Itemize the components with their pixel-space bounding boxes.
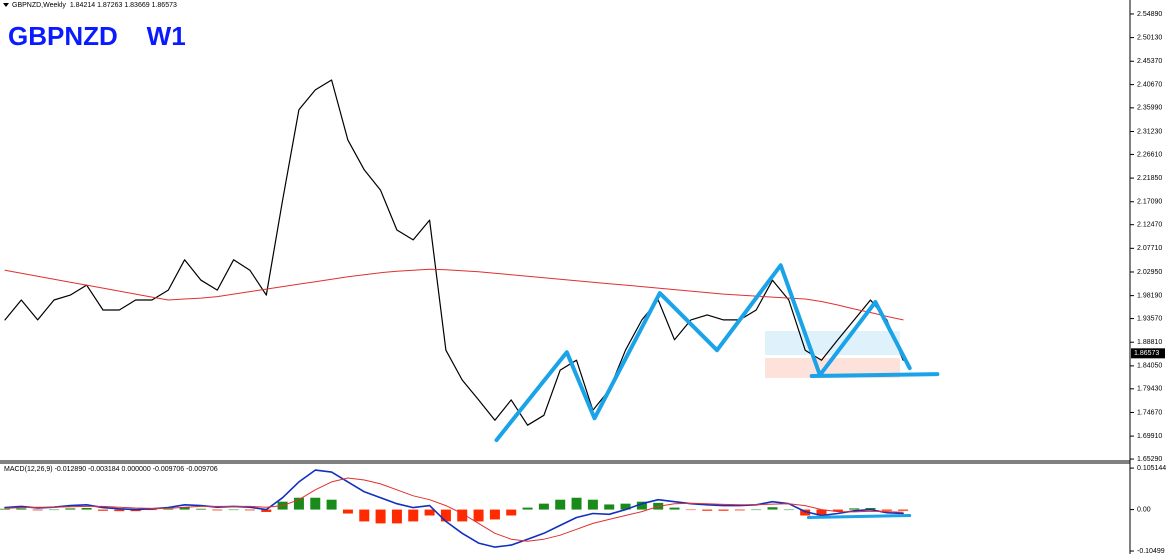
price-label: 1.86573 — [1134, 350, 1159, 357]
histogram-bar — [669, 507, 680, 510]
histogram-bar — [751, 509, 762, 511]
series-line — [806, 514, 912, 519]
histogram-bar — [849, 508, 860, 510]
histogram-bar — [342, 509, 353, 514]
chart-title: GBPNZD W1 — [8, 21, 186, 51]
y-tick-label: 2.50130 — [1137, 34, 1162, 41]
histogram-bar — [832, 509, 843, 512]
histogram-bar — [587, 499, 598, 510]
series-line — [494, 263, 912, 443]
y-tick-label: 2.07710 — [1137, 245, 1162, 252]
histogram-bar — [114, 509, 125, 512]
y-tick-label: 1.74670 — [1137, 409, 1162, 416]
y-tick-label: 1.93570 — [1137, 315, 1162, 322]
y-tick-label: 2.26610 — [1137, 151, 1162, 158]
histogram-bar — [457, 509, 468, 522]
histogram-bar — [326, 499, 337, 510]
zone-blue — [765, 331, 900, 355]
y-tick-label: 2.35990 — [1137, 105, 1162, 112]
histogram-bar — [604, 504, 615, 510]
histogram-bar — [146, 509, 157, 511]
series-line — [4, 79, 904, 426]
histogram-bar — [97, 509, 108, 511]
histogram-bar — [800, 509, 811, 516]
histogram-bar — [718, 509, 729, 511]
menu-arrow — [3, 3, 9, 7]
histogram-bar — [359, 509, 370, 522]
y-tick-label: 2.40670 — [1137, 81, 1162, 88]
histogram-bar — [685, 509, 696, 511]
histogram-bar — [212, 509, 223, 511]
y-tick-label: 2.31230 — [1137, 128, 1162, 135]
y-tick-label: 1.98190 — [1137, 292, 1162, 299]
y-tick-label: 2.54890 — [1137, 11, 1162, 18]
y-tick-label: 1.79430 — [1137, 386, 1162, 393]
series-line — [4, 268, 904, 321]
histogram-bar — [522, 507, 533, 510]
histogram-bar — [620, 503, 631, 510]
y-tick-label: 2.21850 — [1137, 175, 1162, 182]
zone-red — [765, 358, 900, 378]
histogram-bar — [571, 497, 582, 510]
histogram-bar — [865, 508, 876, 510]
histogram-bar — [734, 509, 745, 511]
histogram-bar — [767, 507, 778, 510]
y-tick-label: 1.88810 — [1137, 339, 1162, 346]
histogram-bar — [65, 508, 76, 510]
price-label-box — [1131, 348, 1165, 359]
y-tick-label: 2.17090 — [1137, 199, 1162, 206]
histogram-bar — [391, 509, 402, 524]
macd-header: MACD(12,26,9) -0.012890 -0.003184 0.0000… — [4, 466, 218, 473]
y-tick-label: -0.10499 — [1137, 548, 1165, 554]
y-tick-label: 0.105144 — [1137, 465, 1166, 472]
histogram-bar — [195, 508, 206, 510]
y-tick-label: 1.65290 — [1137, 456, 1162, 463]
chart-header: GBPNZD,Weekly 1.84214 1.87263 1.83669 1.… — [12, 2, 177, 9]
y-tick-label: 2.02950 — [1137, 269, 1162, 276]
y-tick-label: 2.12470 — [1137, 222, 1162, 229]
histogram-bar — [375, 509, 386, 524]
histogram-bar — [81, 508, 92, 510]
histogram-bar — [0, 508, 10, 510]
histogram-bar — [489, 509, 500, 520]
histogram-bar — [163, 508, 174, 510]
histogram-bar — [408, 509, 419, 522]
histogram-bar — [506, 509, 517, 516]
series-line — [809, 372, 940, 378]
histogram-bar — [702, 509, 713, 511]
histogram-bar — [179, 507, 190, 510]
histogram-bar — [293, 497, 304, 510]
histogram-bar — [816, 509, 827, 516]
histogram-bar — [424, 509, 435, 516]
histogram-bar — [261, 509, 272, 512]
histogram-bar — [636, 501, 647, 510]
histogram-bar — [32, 509, 43, 511]
y-tick-label: 1.84050 — [1137, 363, 1162, 370]
histogram-bar — [244, 509, 255, 511]
histogram-bar — [898, 509, 909, 511]
histogram-bar — [228, 509, 239, 511]
histogram-bar — [310, 497, 321, 510]
y-tick-label: 0.00 — [1137, 506, 1151, 513]
histogram-bar — [555, 499, 566, 510]
histogram-bar — [473, 509, 484, 522]
series-line — [4, 477, 904, 542]
histogram-bar — [783, 509, 794, 511]
histogram-bar — [881, 509, 892, 511]
y-tick-label: 2.45370 — [1137, 58, 1162, 65]
histogram-bar — [48, 509, 59, 511]
histogram-bar — [440, 509, 451, 522]
y-tick-label: 1.69910 — [1137, 433, 1162, 440]
histogram-bar — [16, 508, 27, 510]
histogram-bar — [538, 503, 549, 510]
